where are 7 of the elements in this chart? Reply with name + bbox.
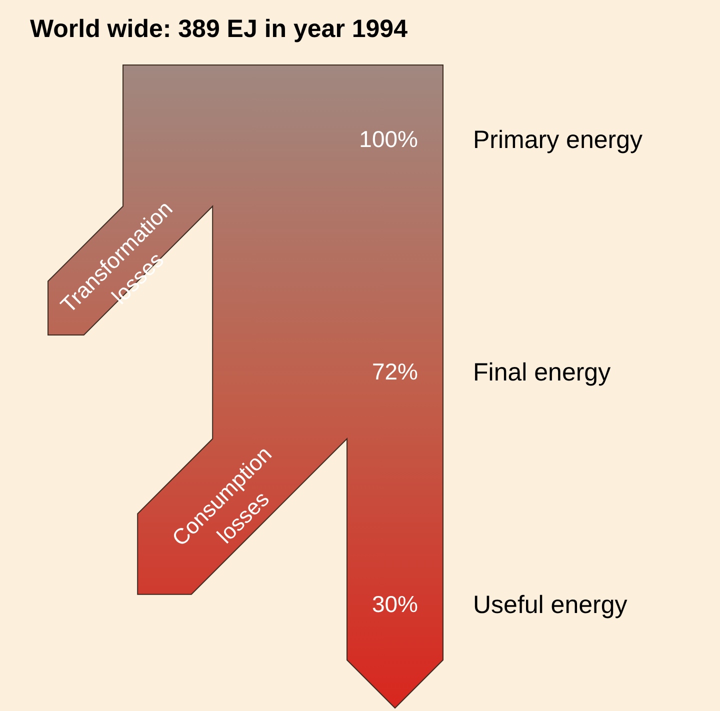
- text: World wide: 389 EJ in year 1994: [30, 15, 408, 43]
- category-label: Primary energy: [473, 126, 643, 154]
- data-label: 100%: [359, 126, 418, 152]
- category-label: Final energy: [473, 358, 612, 386]
- category-label: Useful energy: [473, 591, 628, 619]
- data-label: 72%: [372, 358, 418, 384]
- data-label: 30%: [372, 591, 418, 617]
